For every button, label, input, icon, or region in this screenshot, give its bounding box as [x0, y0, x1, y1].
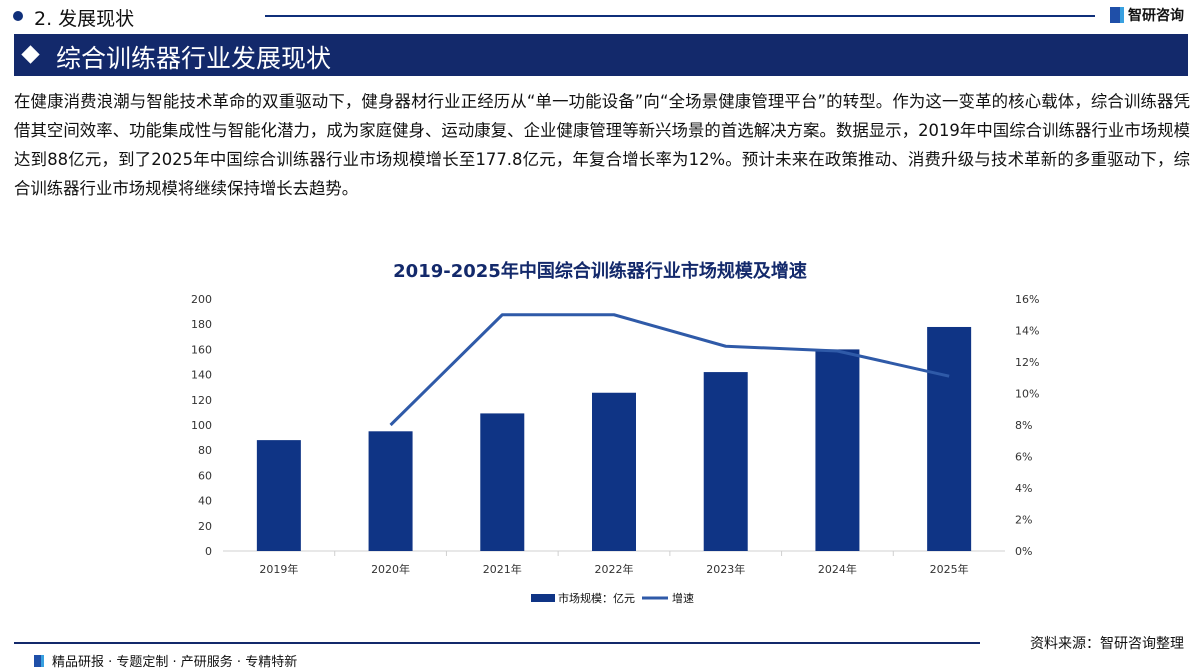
x-tick-label: 2024年 — [818, 562, 857, 576]
y-left-tick-label: 140 — [191, 369, 212, 382]
bar — [592, 392, 636, 551]
y-left-tick-label: 120 — [191, 394, 212, 407]
y-left-tick-label: 20 — [198, 520, 212, 533]
y-left-tick-label: 80 — [198, 444, 212, 457]
title-banner: 综合训练器行业发展现状 — [14, 34, 1188, 76]
y-left-tick-label: 160 — [191, 343, 212, 356]
y-right-tick-label: 6% — [1015, 451, 1032, 464]
y-left-tick-label: 0 — [205, 545, 212, 558]
y-right-tick-label: 8% — [1015, 419, 1032, 432]
y-right-tick-label: 12% — [1015, 356, 1039, 369]
legend-bar-swatch — [531, 594, 555, 602]
y-right-tick-label: 4% — [1015, 482, 1032, 495]
y-left-tick-label: 40 — [198, 495, 212, 508]
x-tick-label: 2023年 — [706, 562, 745, 576]
logo-icon — [1110, 7, 1124, 23]
bar — [480, 413, 525, 551]
y-right-tick-label: 2% — [1015, 514, 1032, 527]
brand-logo: 智研咨询 — [1110, 5, 1184, 25]
bar — [703, 372, 748, 551]
bar — [256, 440, 301, 551]
y-left-tick-label: 60 — [198, 469, 212, 482]
footer-slogan: 精品研报 · 专题定制 · 产研服务 · 专精特新 — [34, 651, 297, 670]
x-tick-label: 2021年 — [483, 562, 522, 576]
footer-divider — [14, 642, 980, 644]
slogan-text: 精品研报 · 专题定制 · 产研服务 · 专精特新 — [52, 655, 298, 670]
bullet-icon — [13, 11, 23, 21]
intro-paragraph: 在健康消费浪潮与智能技术革命的双重驱动下，健身器材行业正经历从“单一功能设备”向… — [14, 92, 1190, 198]
bar — [815, 349, 860, 551]
y-left-tick-label: 100 — [191, 419, 212, 432]
top-bar: 2. 发展现状 智研咨询 — [0, 0, 1200, 34]
x-tick-label: 2022年 — [595, 562, 634, 576]
y-right-tick-label: 14% — [1015, 325, 1039, 338]
growth-line — [389, 313, 950, 427]
legend-line-label: 增速 — [672, 591, 694, 605]
legend-bar-label: 市场规模：亿元 — [558, 591, 635, 605]
section-title: 2. 发展现状 — [34, 8, 135, 30]
x-tick-label: 2019年 — [259, 562, 298, 576]
logo-icon — [34, 654, 44, 667]
y-right-tick-label: 10% — [1015, 388, 1039, 401]
y-right-tick-label: 0% — [1015, 545, 1032, 558]
divider — [265, 15, 1095, 17]
page-title: 综合训练器行业发展现状 — [56, 44, 332, 73]
bar — [368, 431, 413, 551]
brand-name: 智研咨询 — [1128, 8, 1184, 24]
bar — [927, 326, 972, 551]
y-right-tick-label: 16% — [1015, 293, 1039, 306]
chart-title: 2019-2025年中国综合训练器行业市场规模及增速 — [393, 261, 807, 282]
y-left-tick-label: 200 — [191, 293, 212, 306]
x-tick-label: 2020年 — [371, 562, 410, 576]
y-left-tick-label: 180 — [191, 318, 212, 331]
source-note: 资料来源：智研咨询整理 — [1030, 636, 1184, 652]
x-tick-label: 2025年 — [930, 562, 969, 576]
